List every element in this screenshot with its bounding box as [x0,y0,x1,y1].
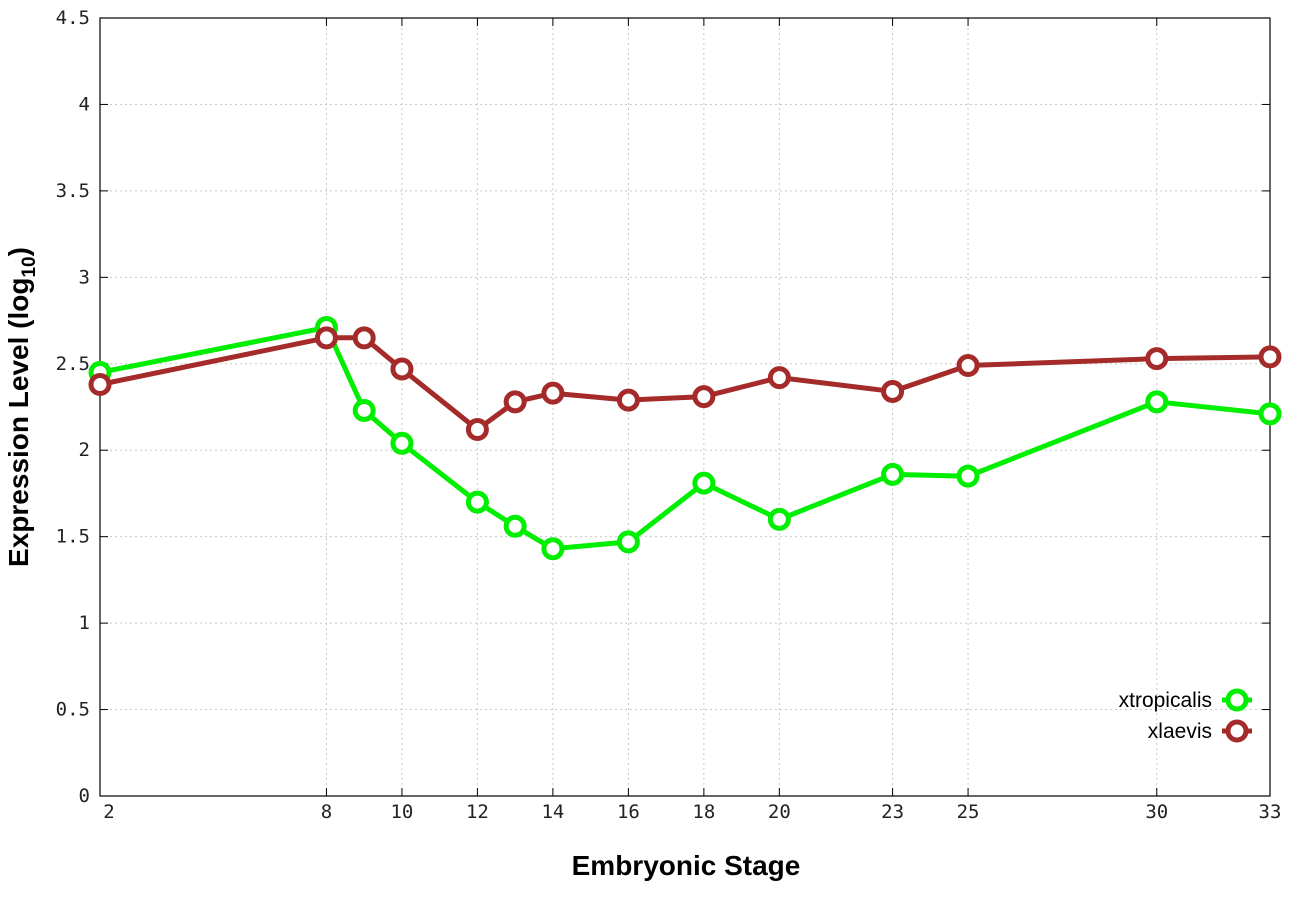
legend-label: xtropicalis [1119,689,1212,712]
y-tick-label: 2 [79,439,90,461]
data-point [503,514,527,538]
data-point [1145,390,1169,414]
data-point [692,385,716,409]
y-tick-label: 0 [79,785,90,807]
data-point [767,507,791,531]
data-point [1258,402,1282,426]
data-point [390,431,414,455]
data-point [767,366,791,390]
y-tick-label: 4.5 [56,7,90,29]
x-tick-label: 14 [541,801,564,823]
data-point [1145,347,1169,371]
data-point [1258,345,1282,369]
data-point [616,530,640,554]
legend-marker [1225,688,1249,712]
x-tick-label: 33 [1259,801,1282,823]
data-point [503,390,527,414]
legend: xtropicalis xlaevis [1119,688,1252,743]
y-tick-label: 1 [79,612,90,634]
series-xtropicalis [88,315,1282,561]
grid-lines [100,18,1270,796]
data-point [881,379,905,403]
y-axis-title-close: ) [3,247,34,256]
legend-item: xlaevis [1148,719,1252,743]
y-tick-label: 1.5 [56,526,90,548]
data-series [88,315,1282,561]
x-axis-title: Embryonic Stage [572,850,801,881]
y-tick-label: 3 [79,266,90,288]
data-point [541,381,565,405]
plot-frame [99,17,1271,797]
x-tick-label: 30 [1145,801,1168,823]
x-tick-label: 20 [768,801,791,823]
x-tick-label: 8 [321,801,332,823]
legend-marker [1225,719,1249,743]
data-point [314,326,338,350]
x-tick-label: 10 [390,801,413,823]
legend-label: xlaevis [1148,720,1212,743]
y-tick-label: 4 [79,93,90,115]
y-tick-label: 0.5 [56,699,90,721]
x-tick-label: 18 [692,801,715,823]
axes: 0 0.5 1 1.5 2 2.5 3 3.5 4 4.5 2 8 10 12 14 16 18 20 23 25 30… [56,7,1282,823]
data-point [956,464,980,488]
data-point [88,373,112,397]
y-axis-title-subscript: 10 [19,256,40,277]
data-point [881,462,905,486]
data-point [541,537,565,561]
data-point [352,326,376,350]
x-tick-label: 2 [103,801,114,823]
x-tick-label: 16 [617,801,640,823]
x-tick-label: 12 [466,801,489,823]
data-point [692,471,716,495]
legend-item: xtropicalis [1119,688,1252,712]
y-tick-label: 3.5 [56,180,90,202]
data-point [616,388,640,412]
data-point [390,357,414,381]
data-point [956,354,980,378]
y-axis-title: Expression Level (log10) [3,247,40,567]
series-line [99,335,1271,432]
data-point [352,398,376,422]
data-point [465,417,489,441]
y-axis-title-main: Expression Level (log [3,278,34,567]
y-tick-label: 2.5 [56,353,90,375]
x-tick-label: 23 [881,801,904,823]
data-point [465,490,489,514]
x-tick-label: 25 [957,801,980,823]
series-xlaevis [88,326,1282,441]
